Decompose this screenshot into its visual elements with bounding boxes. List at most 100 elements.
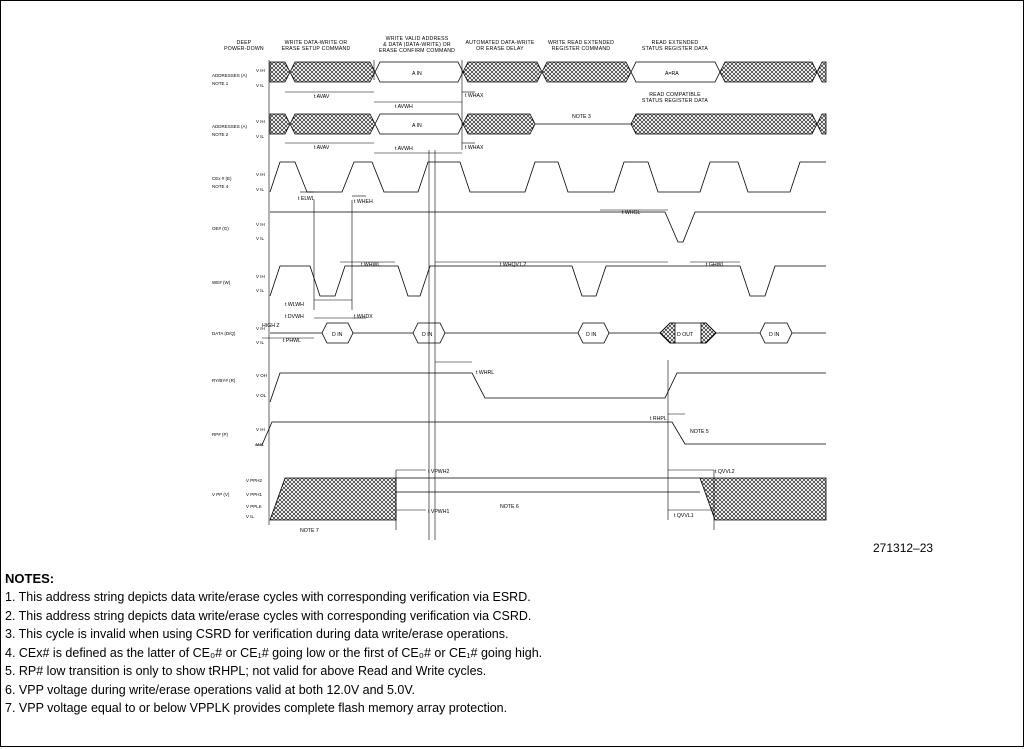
address-hatch-block	[462, 113, 536, 135]
level-high: V IH	[256, 326, 265, 331]
note-item: 5. RP# low transition is only to show tR…	[5, 664, 487, 678]
signal-vpp: V PP (V)	[212, 492, 230, 497]
waveform-data	[270, 322, 826, 344]
bus-value-din: D IN	[769, 332, 780, 338]
level-high: V OH	[256, 373, 267, 378]
timing-elwl: t ELWL	[298, 196, 315, 202]
annotation-note5: NOTE 5	[690, 429, 709, 435]
note-item: 2. This address string depicts data writ…	[5, 608, 532, 623]
timing-whdx: t WHDX	[354, 314, 373, 320]
bus-value-din: D IN	[422, 332, 433, 338]
waveform-addresses-2	[269, 113, 827, 135]
annotation-note3: NOTE 3	[572, 114, 591, 120]
bus-value-ara: A=RA	[665, 71, 679, 77]
timing-vpwh1: t VPWH1	[428, 509, 449, 515]
level-low: V IL	[256, 134, 265, 139]
signal-names: ADDRESSES (A) NOTE 1 ADDRESSES (A) NOTE 2 …	[212, 73, 248, 497]
bus-value-high-z: HIGH Z	[262, 323, 280, 329]
level-labels: V IH V IL V IH V IL V IH V IL V IH V IL …	[246, 68, 267, 519]
level-low: V IL	[256, 288, 265, 293]
timing-rhpl: t RHPL	[650, 416, 667, 422]
header-deep-power-down: DEEP POWER-DOWN	[224, 40, 264, 52]
note-item: 4. CEx# is defined as the latter of CE₀#…	[5, 645, 543, 660]
timing-avav: t AVAV	[314, 94, 330, 100]
notes-title: NOTES:	[5, 571, 55, 586]
level-low: V OL	[256, 393, 267, 398]
vpp-hatch-region	[699, 477, 827, 521]
address-hatch-block	[816, 61, 827, 83]
timing-avwh: t AVWH	[395, 146, 413, 152]
signal-data: DATA (D/Q)	[212, 331, 236, 336]
level-low: V IL	[256, 83, 265, 88]
signal-we: WE# (W)	[212, 280, 231, 285]
level-high: V IH	[256, 427, 265, 432]
timing-avwh: t AVWH	[395, 104, 413, 110]
signal-addresses-2: ADDRESSES (A) NOTE 2	[212, 124, 248, 137]
header-read-extended-cmd: WRITE READ EXTENDED REGISTER COMMAND	[548, 40, 614, 52]
level-vpph1: V PPH1	[246, 492, 263, 497]
signal-cex: CEx # (E) NOTE 4	[212, 176, 232, 189]
level-high: V IH	[256, 172, 265, 177]
timing-qvvl1: t QVVL1	[674, 513, 694, 519]
note-item: 6. VPP voltage during write/erase operat…	[5, 682, 415, 697]
address-hatch-block	[816, 113, 827, 135]
bus-value-din: D IN	[332, 332, 343, 338]
timing-whgl: t WHGL	[622, 210, 641, 216]
level-low: V IL	[256, 236, 265, 241]
level-low: V IL	[256, 340, 265, 345]
waveform-vpp	[269, 477, 827, 521]
timing-wheh: t WHEH	[354, 199, 373, 205]
header-write-confirm: WRITE VALID ADDRESS & DATA (DATA-WRITE) O…	[379, 36, 455, 54]
annotation-note7: NOTE 7	[300, 528, 319, 534]
notes-section: NOTES: 1. This address string depicts da…	[5, 570, 1020, 718]
address-hatch-block	[719, 61, 818, 83]
waveform-addresses-1	[269, 61, 827, 83]
address-hatch-block	[541, 61, 632, 83]
figure-number: 271312–23	[873, 541, 934, 555]
note-item: 1. This address string depicts data writ…	[5, 590, 531, 604]
timing-labels: t AVAV t AVWH t WHAX t AVAV t AVWH t WHA…	[283, 93, 735, 519]
waveform-we	[269, 265, 826, 297]
header-write-setup: WRITE DATA-WRITE OR ERASE SETUP COMMAND	[282, 40, 351, 52]
header-read-extended-data: READ EXTENDED STATUS REGISTER DATA	[642, 40, 708, 52]
level-vil: V IL	[246, 514, 255, 519]
data-dout-hatch-right	[700, 322, 717, 344]
address-hatch-block	[289, 61, 376, 83]
timing-whax: t WHAX	[465, 93, 484, 99]
signal-rp: RP# (P)	[212, 432, 229, 437]
timing-whax: t WHAX	[465, 145, 484, 151]
annotation-read-compatible: READ COMPATIBLE STATUS REGISTER DATA	[642, 92, 708, 104]
timing-diagram: DEEP POWER-DOWN WRITE DATA-WRITE OR ERASE …	[212, 36, 827, 540]
waveform-rybusy	[269, 372, 826, 403]
timing-ghwl: t GHWL	[706, 262, 725, 268]
timing-whwl: t WHWL	[361, 262, 380, 268]
note-item: 3. This cycle is invalid when using CSRD…	[5, 627, 509, 641]
address-hatch-block	[269, 61, 291, 83]
level-high: V IH	[256, 119, 265, 124]
bus-value-dout: D OUT	[677, 332, 694, 338]
bus-value-ain: A IN	[412, 123, 422, 129]
level-high: V IH	[256, 274, 265, 279]
waveform-cex	[269, 161, 826, 193]
bus-value-ain: A IN	[412, 71, 422, 77]
level-vpph2: V PPH2	[246, 478, 263, 483]
timing-whqv: t WHQV1,2	[500, 262, 526, 268]
note-item: 7. VPP voltage equal to or below VPPLK p…	[5, 701, 508, 715]
level-high: V IH	[256, 222, 265, 227]
timing-dvwh: t DVWH	[285, 314, 304, 320]
timing-avav: t AVAV	[314, 145, 330, 151]
signal-rybusy: RY/BY# (R)	[212, 378, 236, 383]
level-low: V IL	[256, 442, 265, 447]
bus-value-din: D IN	[586, 332, 597, 338]
address-hatch-block	[462, 61, 543, 83]
timing-vpwh2: t VPWH2	[428, 469, 449, 475]
timing-qvvl2: t QVVL2	[715, 469, 735, 475]
level-vpplk: V PPLK	[246, 504, 262, 509]
level-low: V IL	[256, 187, 265, 192]
annotation-note6: NOTE 6	[500, 504, 519, 510]
timing-arrows	[262, 91, 740, 511]
signal-oe: OE# (G)	[212, 226, 229, 231]
timing-phwl: t PHWL	[283, 338, 301, 344]
timing-whrl: t WHRL	[476, 370, 494, 376]
